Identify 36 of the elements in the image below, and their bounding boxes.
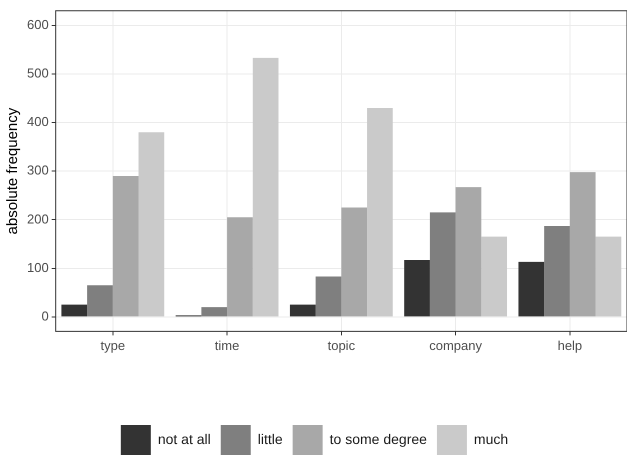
x-tick-label: topic [328, 338, 356, 353]
y-tick-label: 0 [41, 308, 49, 324]
bar [404, 260, 430, 316]
bar [367, 108, 393, 316]
x-tick-label: help [558, 338, 582, 353]
bar [456, 187, 482, 316]
bar [570, 172, 596, 316]
bar [596, 236, 622, 316]
legend-label: not at all [158, 430, 211, 447]
legend-label: to some degree [330, 430, 428, 447]
y-tick-label: 500 [26, 66, 49, 81]
bar [61, 304, 88, 316]
bar [481, 236, 508, 316]
x-tick-label: company [429, 338, 482, 353]
bar [138, 132, 164, 316]
bar [430, 212, 456, 316]
y-tick-label: 100 [26, 260, 49, 275]
legend-label: little [258, 430, 283, 447]
x-tick-label: time [214, 338, 240, 353]
x-tick-label: type [100, 338, 126, 353]
bar [201, 307, 228, 316]
bar [112, 176, 139, 316]
y-tick-label: 300 [26, 162, 49, 178]
bar [316, 276, 342, 316]
legend-label: much [474, 430, 508, 447]
bar [227, 217, 253, 316]
bar [252, 58, 278, 316]
bar [290, 304, 316, 316]
y-tick-label: 400 [26, 114, 49, 130]
bar [87, 285, 113, 316]
bar [518, 262, 544, 316]
y-tick-label: 200 [26, 211, 49, 226]
y-axis-title: absolute frequency [4, 107, 22, 234]
bar [544, 226, 570, 316]
y-tick-label: 600 [26, 16, 49, 32]
bar [341, 208, 368, 316]
